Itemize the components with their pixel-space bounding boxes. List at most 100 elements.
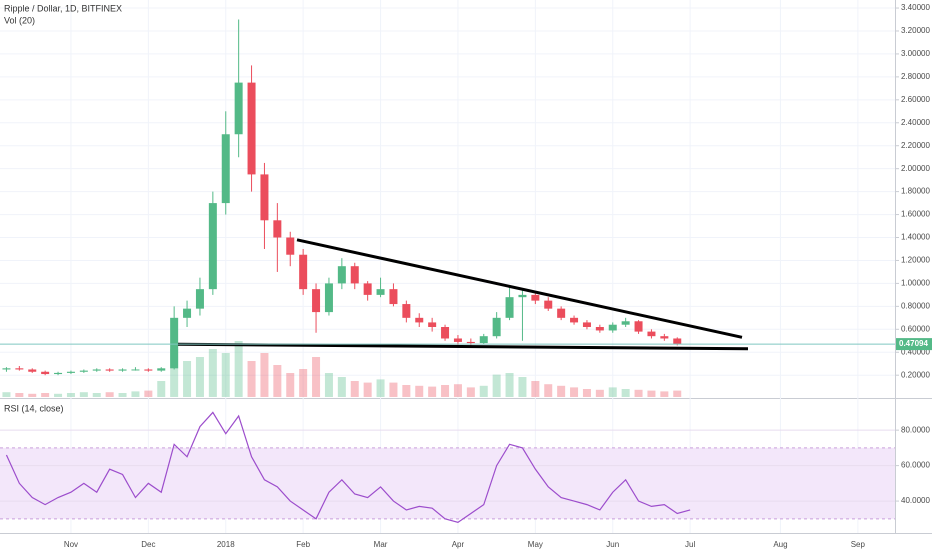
chart-title: Ripple / Dollar, 1D, BITFINEX [4, 3, 122, 13]
candle-body [595, 327, 604, 331]
y-tick-label: 2.40000 [901, 118, 930, 127]
y-tick-label: 1.60000 [901, 210, 930, 219]
candle-body [376, 289, 385, 295]
volume-title: Vol (20) [4, 15, 35, 25]
volume-bar [441, 385, 450, 397]
candle-body [363, 283, 372, 295]
volume-bar [660, 391, 669, 397]
volume-bar [673, 390, 682, 397]
candle-body [441, 327, 450, 339]
volume-bar [350, 381, 359, 397]
grid [0, 0, 895, 533]
volume-bar [544, 384, 553, 397]
candle-body [260, 174, 269, 221]
candle-body [582, 322, 591, 328]
y-tick-label: 2.80000 [901, 72, 930, 81]
volume-bar [79, 392, 88, 397]
volume-bar [428, 386, 437, 397]
volume-bar [28, 393, 37, 397]
candle-body [634, 321, 643, 332]
candle-body [208, 203, 217, 290]
candle-body [518, 294, 527, 298]
y-tick-label: 1.40000 [901, 233, 930, 242]
candle-body [647, 331, 656, 337]
candle-body [118, 369, 127, 371]
candle-body [273, 220, 282, 238]
last-price-label: 0.47094 [899, 339, 928, 348]
candle-body [453, 338, 462, 342]
rsi-band [0, 447, 895, 519]
x-tick-label: Aug [773, 540, 787, 549]
volume-bar [221, 353, 230, 397]
volume-bar [337, 377, 346, 397]
candle-body [28, 369, 37, 372]
trendline [296, 238, 743, 339]
x-tick-label: Sep [851, 540, 866, 549]
volume-bar [195, 357, 204, 397]
candle-body [221, 134, 230, 204]
volume-bar [531, 381, 540, 397]
last-price-box [896, 338, 932, 351]
x-tick-label: Dec [141, 540, 155, 549]
candle-body [608, 324, 617, 331]
volume-bar [260, 353, 269, 397]
x-tick-label: Jun [606, 540, 619, 549]
volume-bar [105, 392, 114, 397]
y-tick-label: 3.40000 [901, 3, 930, 12]
volume-bar [131, 391, 140, 397]
candle-body [479, 336, 488, 344]
volume-bar [92, 393, 101, 397]
y-tick-label: 1.00000 [901, 279, 930, 288]
volume-bar [312, 357, 321, 397]
trendline [177, 342, 749, 351]
candle-body [183, 308, 192, 318]
volume-bar [144, 390, 153, 397]
y-tick-label: 2.00000 [901, 164, 930, 173]
volume-bar [157, 381, 166, 397]
candle-body [247, 82, 256, 175]
volume-bar [479, 385, 488, 397]
candle-body [557, 308, 566, 318]
y-tick-label: 2.60000 [901, 95, 930, 104]
candle-body [170, 317, 179, 369]
candle-body [531, 294, 540, 301]
candle-body [92, 369, 101, 371]
y-tick-label: 0.60000 [901, 324, 930, 333]
candle-body [324, 283, 333, 313]
candle-body [660, 336, 669, 339]
volume-bar [518, 377, 527, 397]
rsi-line [5, 411, 691, 524]
candle-body [621, 321, 630, 325]
volume-bar [453, 384, 462, 397]
x-tick-label: 2018 [217, 540, 235, 549]
candle-body [131, 369, 140, 371]
volume-bar [208, 349, 217, 397]
volume-bar [402, 385, 411, 397]
volume-bar [634, 389, 643, 397]
volume-bar [118, 393, 127, 397]
candle-body [466, 341, 475, 344]
candle-body [492, 317, 501, 337]
x-tick-label: Jul [685, 540, 695, 549]
candle-body [41, 371, 50, 375]
volume-bar [608, 387, 617, 397]
volume-bar [324, 373, 333, 397]
volume-bar [582, 389, 591, 397]
candle-body [144, 369, 153, 371]
candle-body [15, 368, 24, 370]
volume-bar [557, 385, 566, 397]
candle-body [105, 369, 114, 371]
candle-body [402, 304, 411, 318]
rsi-title: RSI (14, close) [4, 403, 64, 413]
volume-bar [492, 374, 501, 397]
x-tick-label: Nov [64, 540, 78, 549]
volume-bar [247, 361, 256, 397]
volume-bar [183, 361, 192, 397]
candle-body [54, 372, 63, 375]
candle-body [428, 322, 437, 328]
candle-body [157, 368, 166, 371]
candle-body [544, 300, 553, 309]
y-tick-label: 3.00000 [901, 49, 930, 58]
candle-body [2, 368, 11, 370]
